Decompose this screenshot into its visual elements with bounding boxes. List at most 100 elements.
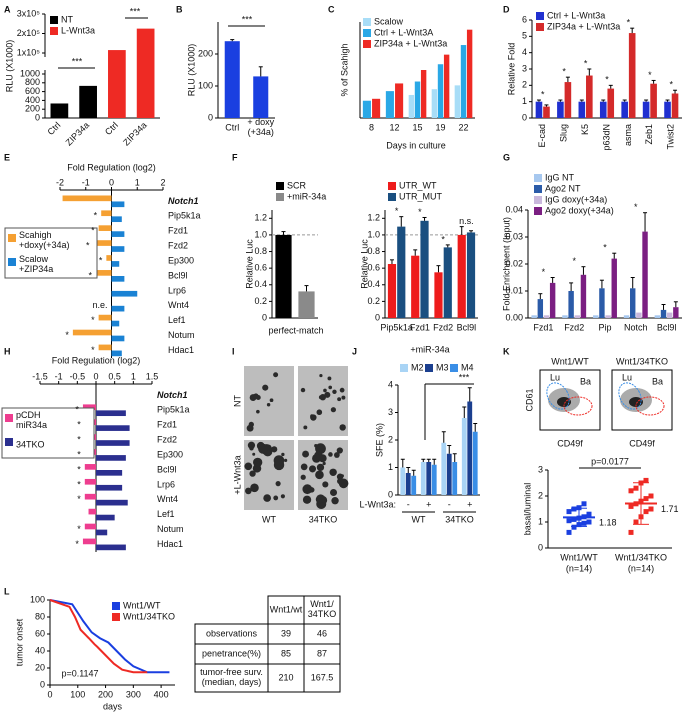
legend-swatch xyxy=(8,234,16,242)
annotation: * xyxy=(670,80,674,90)
sphere xyxy=(284,458,288,462)
text-line: +ZIP34a xyxy=(19,264,53,274)
category-label: Hdac1 xyxy=(157,539,183,549)
annotation: * xyxy=(75,539,79,549)
sphere xyxy=(300,463,308,471)
sphere xyxy=(302,484,313,495)
y-tick-label: 3 xyxy=(538,464,543,474)
sphere xyxy=(302,450,310,458)
x-axis-label: L-Wnt3a: xyxy=(359,499,396,509)
legend-label: M3 xyxy=(436,362,449,372)
annotation: p=0.0177 xyxy=(591,456,629,466)
legend-swatch xyxy=(363,40,371,48)
x-axis-label: CD49f xyxy=(557,438,583,448)
panel-letter: A xyxy=(4,4,11,14)
bar xyxy=(408,94,415,118)
y-tick-label: 0 xyxy=(35,112,40,122)
sphere xyxy=(312,453,321,463)
data-point xyxy=(586,519,592,525)
y-tick-label: 1 xyxy=(388,462,393,472)
bar xyxy=(62,195,112,202)
x-tick-label: 0 xyxy=(109,177,114,187)
x-tick-label: Twist2 xyxy=(666,124,676,150)
bar xyxy=(111,276,125,282)
bar xyxy=(98,314,112,321)
bar xyxy=(96,544,126,551)
panel-letter: G xyxy=(503,152,510,162)
category-label: Fzd2 xyxy=(157,435,177,445)
x-axis-label: +miR-34a xyxy=(410,344,449,354)
bar xyxy=(98,225,112,231)
annotation: n.s. xyxy=(459,216,474,226)
annotation: * xyxy=(603,243,607,253)
bar xyxy=(434,272,443,318)
y-tick-label: 0 xyxy=(388,489,393,499)
sphere xyxy=(249,445,254,451)
legend-label: UTR_WT xyxy=(399,180,437,190)
legend-label: UTR_MUT xyxy=(399,191,442,201)
table-cell: 39 xyxy=(281,628,291,638)
bar xyxy=(93,240,112,246)
row-label: NT xyxy=(232,395,242,407)
annotation: * xyxy=(77,494,81,504)
x-tick-label: 0 xyxy=(47,689,52,699)
bar xyxy=(574,315,580,318)
sphere xyxy=(314,443,318,448)
annotation: * xyxy=(77,449,81,459)
bar xyxy=(96,410,126,417)
sphere xyxy=(316,409,323,416)
panel-letter: D xyxy=(503,4,510,14)
bar xyxy=(96,514,115,521)
x-tick-label: Fzd2 xyxy=(564,322,584,332)
x-tick-label: Bcl9l xyxy=(457,322,477,332)
bar xyxy=(106,255,112,261)
sphere xyxy=(263,494,272,502)
sphere xyxy=(256,409,260,414)
legend-label: IgG NT xyxy=(545,172,575,182)
legend-label: Wnt1/WT xyxy=(123,600,161,610)
table-cell: 210 xyxy=(278,672,293,682)
bar xyxy=(362,100,371,118)
category-label: Hdac1 xyxy=(168,345,194,355)
category-label: Notch1 xyxy=(157,390,188,400)
sphere xyxy=(318,395,323,400)
bar xyxy=(426,462,432,495)
bar xyxy=(660,309,667,318)
y-tick-label: 0.6 xyxy=(254,263,267,273)
legend-label: ZIP34a + L-Wnt3a xyxy=(374,38,447,48)
bar xyxy=(472,431,478,495)
y-tick-label: 1.2 xyxy=(367,213,380,223)
data-point xyxy=(628,529,634,535)
y-tick-label: 0.00 xyxy=(505,312,523,322)
y-tick-label: 60 xyxy=(35,628,45,638)
bar xyxy=(96,270,112,276)
y-tick-label: 3x10⁵ xyxy=(17,8,41,18)
legend-label: pCDH miR34a xyxy=(16,410,47,430)
x-tick-label: Ctrl xyxy=(225,122,239,132)
bar xyxy=(605,315,611,318)
sphere xyxy=(339,424,346,431)
legend-label: Wnt1/34TKO xyxy=(123,611,175,621)
y-axis-label: tumor onset xyxy=(14,618,24,666)
x-tick-label: 100 xyxy=(70,689,85,699)
bar xyxy=(414,81,421,118)
x-tick-label: Zeb1 xyxy=(644,124,654,145)
annotation: * xyxy=(418,207,422,217)
sphere xyxy=(329,468,337,476)
x-tick-label: Fzd1 xyxy=(410,322,430,332)
plot-title: Wnt1/34TKO xyxy=(616,356,668,366)
bar xyxy=(452,462,458,495)
bar xyxy=(111,290,138,297)
data-point xyxy=(566,529,572,535)
sphere xyxy=(337,397,342,402)
sphere xyxy=(323,388,327,393)
x-axis-label: Days in culture xyxy=(386,140,446,150)
sphere xyxy=(322,461,326,466)
bar xyxy=(96,470,123,476)
bar xyxy=(443,247,452,318)
table-cell: 87 xyxy=(317,648,327,658)
y-tick-label: 1.0 xyxy=(367,229,380,239)
table-header: Wnt1/wt xyxy=(270,604,303,614)
bar xyxy=(611,258,617,318)
x-tick-label: ZIP34a xyxy=(121,120,149,148)
